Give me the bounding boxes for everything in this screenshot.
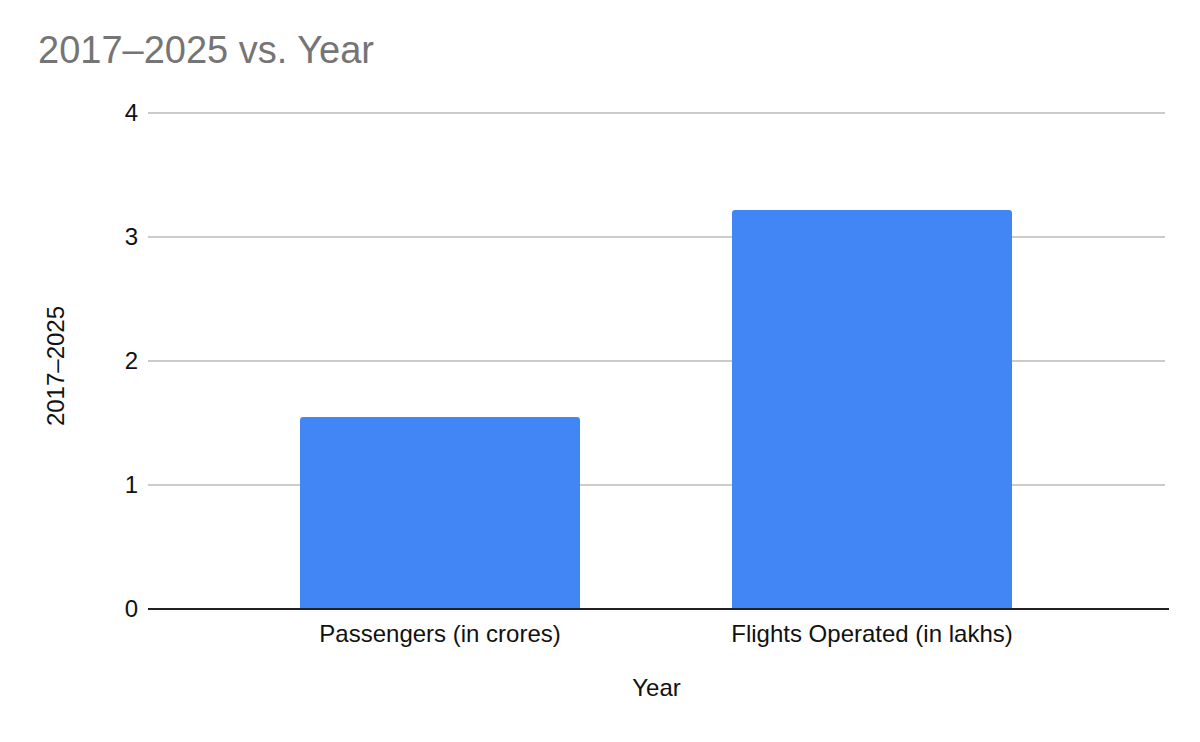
y-tick-label-2: 2 [78,346,138,376]
y-axis-title: 2017–2025 [42,306,70,426]
category-label-1: Passengers (in crores) [220,619,660,649]
chart-canvas: 2017–2025 vs. Year 2017–2025 01234Passen… [0,0,1200,742]
bar-2 [732,210,1012,609]
y-tick-label-3: 3 [78,222,138,252]
bar-1 [300,417,580,609]
x-axis-title: Year [148,674,1165,702]
y-tick-label-0: 0 [78,594,138,624]
gridline-2 [148,360,1165,362]
gridline-4 [148,112,1165,114]
x-axis-line [148,608,1169,610]
y-tick-label-4: 4 [78,98,138,128]
gridline-3 [148,236,1165,238]
category-label-2: Flights Operated (in lakhs) [652,619,1092,649]
plot-area: 01234Passengers (in crores)Flights Opera… [148,113,1165,609]
chart-title: 2017–2025 vs. Year [38,30,374,72]
y-tick-label-1: 1 [78,470,138,500]
